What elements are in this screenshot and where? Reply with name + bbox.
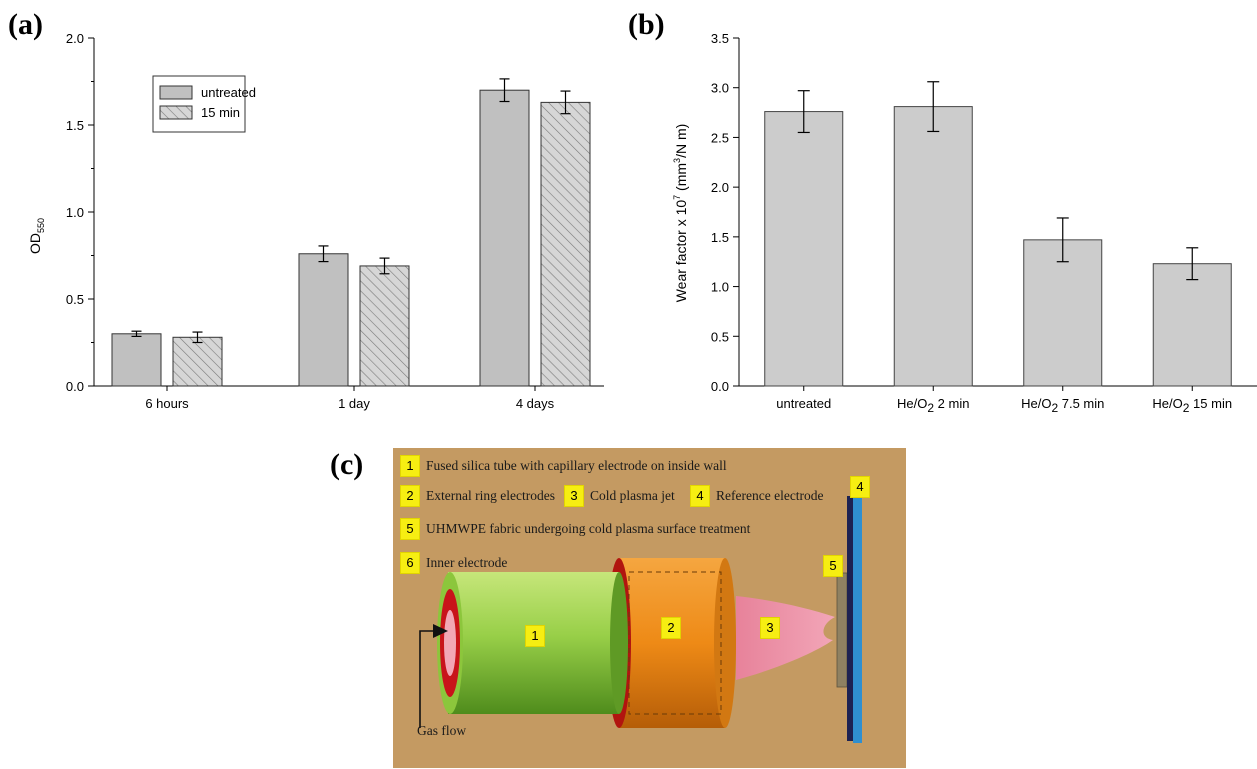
x-tick-label-b: He/O2 7.5 min [1021, 396, 1104, 415]
legend-text-5: UHMWPE fabric undergoing cold plasma sur… [426, 521, 751, 536]
marker-5: 5 [823, 555, 849, 577]
bar-15min [540, 101, 591, 387]
legend-label-untreated: untreated [201, 85, 256, 100]
panel-label-b: (b) [628, 8, 665, 41]
legend-number-4: 4 [690, 485, 710, 507]
bar-b [893, 106, 973, 387]
bar-b [1023, 239, 1103, 387]
y-tick-label-a: 1.5 [66, 118, 84, 133]
legend-number-3: 3 [564, 485, 584, 507]
y-tick-label-b: 0.0 [711, 379, 729, 394]
legend-item-6: 6 Inner electrode [400, 552, 507, 574]
legend-text-2: External ring electrodes [426, 488, 555, 503]
bar-15min [172, 336, 223, 387]
y-tick-label-b: 1.5 [711, 230, 729, 245]
legend-item-5: 5 UHMWPE fabric undergoing cold plasma su… [400, 518, 750, 540]
plot-area-b: 0.0 0.5 1.0 1.5 2.0 2.5 3.0 3.5 untreated He/O2 2… [711, 31, 1257, 415]
legend-box-a [152, 75, 246, 133]
legend-text-6: Inner electrode [426, 555, 508, 570]
bar-15min [359, 265, 410, 387]
y-axis-label-a: OD550 [27, 218, 46, 254]
y-tick-label-a: 0.5 [66, 292, 84, 307]
y-tick-label-a: 0.0 [66, 379, 84, 394]
y-axis-label-b: Wear factor x 107 (mm3/N m) [672, 124, 689, 303]
panel-label-c: (c) [330, 448, 364, 481]
marker-2: 2 [661, 617, 687, 639]
legend-item-4: 4 Reference electrode [690, 485, 824, 507]
bar-b [764, 111, 844, 387]
legend-number-5: 5 [400, 518, 420, 540]
uhmwpe-fabric [836, 572, 848, 688]
y-tick-label-b: 3.0 [711, 81, 729, 96]
y-tick-label-b: 2.5 [711, 130, 729, 145]
y-tick-label-b: 0.5 [711, 329, 729, 344]
marker-3: 3 [760, 617, 786, 639]
x-tick-label-a: 4 days [516, 396, 555, 411]
legend-item-1: 1 Fused silica tube with capillary electr… [400, 455, 727, 477]
legend-number-1: 1 [400, 455, 420, 477]
gas-flow-arrowhead [433, 624, 448, 638]
x-tick-label-a: 6 hours [145, 396, 189, 411]
marker-1: 1 [525, 625, 551, 647]
legend-number-2: 2 [400, 485, 420, 507]
legend-swatch-15min [159, 105, 193, 120]
x-tick-label-a: 1 day [338, 396, 370, 411]
legend-text-1: Fused silica tube with capillary electro… [426, 458, 727, 473]
reference-electrode [847, 493, 862, 743]
y-tick-label-b: 2.0 [711, 180, 729, 195]
legend-item-3: 3 Cold plasma jet [564, 485, 675, 507]
legend-item-2: 2 External ring electrodes [400, 485, 555, 507]
chart-b: 0.0 0.5 1.0 1.5 2.0 2.5 3.0 3.5 untreated He/O2 2… [672, 31, 1257, 415]
bar-untreated [479, 89, 530, 387]
x-tick-label-b: He/O2 15 min [1152, 396, 1232, 415]
plasma-jet-drawing [419, 493, 862, 743]
x-tick-label-b: He/O2 2 min [897, 396, 969, 415]
y-tick-label-a: 2.0 [66, 31, 84, 46]
legend-text-4: Reference electrode [716, 488, 824, 503]
chart-a: 0.00.51.01.52.06 hours 1 day 4 days OD550 … [27, 31, 604, 411]
bar-untreated [111, 333, 162, 387]
gas-flow-label: Gas flow [417, 723, 467, 738]
bar-b [1152, 263, 1232, 387]
plot-area-a: 0.0 0.5 1.0 1.5 2.0 6 hours 1 day 4 days [66, 31, 604, 411]
legend-label-15min: 15 min [201, 105, 240, 120]
bar-untreated [298, 253, 349, 387]
legend-number-6: 6 [400, 552, 420, 574]
plasma-jet-diagram: 1 Fused silica tube with capillary electr… [393, 448, 906, 768]
panel-label-a: (a) [8, 8, 43, 41]
legend-text-3: Cold plasma jet [590, 488, 675, 503]
marker-4: 4 [850, 476, 876, 498]
y-tick-label-b: 3.5 [711, 31, 729, 46]
gas-flow-arrow [419, 630, 435, 728]
y-tick-label-a: 1.0 [66, 205, 84, 220]
legend-swatch-untreated [159, 85, 193, 100]
x-tick-label-b: untreated [776, 396, 831, 411]
y-tick-label-b: 1.0 [711, 280, 729, 295]
y-axis-label-sub-a: 550 [36, 218, 46, 233]
